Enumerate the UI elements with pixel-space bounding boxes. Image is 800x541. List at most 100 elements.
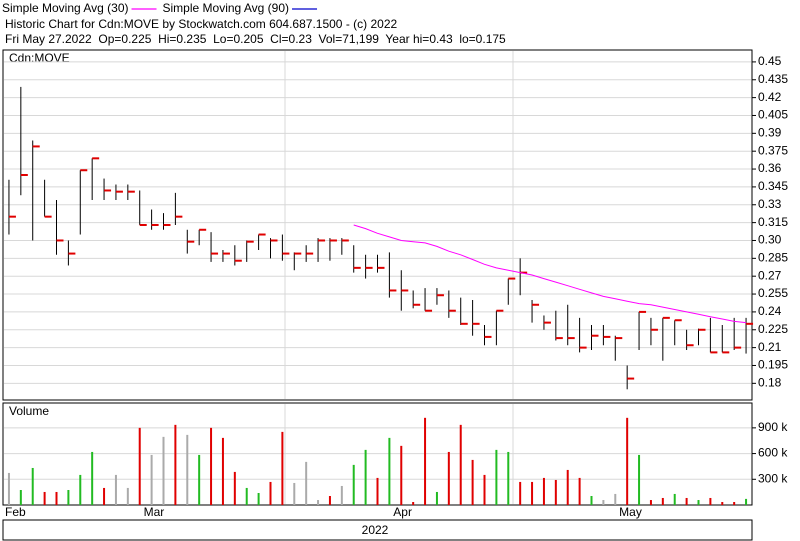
volume-bar <box>340 485 343 505</box>
volume-bar <box>697 500 700 505</box>
volume-bar <box>245 487 248 505</box>
volume-bar <box>43 491 46 505</box>
volume-bar <box>19 490 22 505</box>
y-tick-label: 0.45 <box>758 54 782 68</box>
y-tick-label: 0.435 <box>758 72 788 86</box>
y-tick-label: 0.345 <box>758 179 788 193</box>
x-tick-label: Mar <box>144 505 165 519</box>
y-tick-label: 0.255 <box>758 286 788 300</box>
volume-bar <box>364 449 367 505</box>
volume-bar <box>67 490 70 505</box>
volume-bar <box>626 417 629 505</box>
volume-bar <box>91 451 94 505</box>
y-tick-label: 0.315 <box>758 215 788 229</box>
volume-bar <box>435 491 438 505</box>
volume-bar <box>281 431 284 505</box>
volume-bar <box>376 477 379 505</box>
volume-bar <box>400 445 403 505</box>
volume-bar <box>566 469 569 505</box>
y-tick-label: 0.405 <box>758 108 788 122</box>
y-tick-label: 0.42 <box>758 90 782 104</box>
volume-bar <box>721 502 724 505</box>
x-tick-label: May <box>619 505 642 519</box>
volume-bar <box>233 471 236 505</box>
volume-bar <box>317 500 320 505</box>
y-tick-label: 300 k <box>758 471 788 485</box>
y-tick-label: 0.36 <box>758 161 782 175</box>
y-tick-label: 0.27 <box>758 268 782 282</box>
year-label: 2022 <box>362 523 389 537</box>
volume-bar <box>459 424 462 505</box>
volume-bar <box>531 481 534 505</box>
y-tick-label: 0.225 <box>758 322 788 336</box>
y-tick-label: 600 k <box>758 446 788 460</box>
legend-label: Simple Moving Avg (90) <box>163 1 290 15</box>
volume-bar <box>507 451 510 505</box>
year-band <box>2 519 753 541</box>
volume-bar <box>114 474 117 505</box>
volume-bar <box>447 451 450 505</box>
moving-average-line <box>353 224 747 324</box>
volume-bar <box>578 477 581 505</box>
volume-bar <box>79 474 82 505</box>
volume-bar <box>328 496 331 505</box>
panel-label: Cdn:MOVE <box>9 51 70 65</box>
volume-bar <box>388 437 391 505</box>
price-panel <box>2 49 753 401</box>
volume-bar <box>150 454 153 505</box>
y-tick-label: 0.39 <box>758 126 782 140</box>
chart-title: Historic Chart for Cdn:MOVE by Stockwatc… <box>5 17 397 31</box>
y-tick-label: 0.24 <box>758 304 782 318</box>
volume-bar <box>186 434 189 505</box>
volume-bar <box>590 496 593 505</box>
volume-bar <box>709 497 712 505</box>
volume-bar <box>649 500 652 505</box>
volume-bar <box>745 498 748 505</box>
volume-bar <box>673 493 676 505</box>
x-tick-label: Feb <box>5 505 26 519</box>
volume-bar <box>7 472 10 505</box>
x-tick-label: Apr <box>393 505 412 519</box>
legend-label: Simple Moving Avg (30) <box>2 1 129 15</box>
y-tick-label: 0.195 <box>758 358 788 372</box>
y-tick-label: 0.21 <box>758 340 782 354</box>
volume-bar <box>31 467 34 505</box>
volume-bar <box>519 481 522 505</box>
volume-bar <box>162 436 165 505</box>
volume-bar <box>174 424 177 505</box>
volume-bar <box>554 479 557 505</box>
y-tick-label: 900 k <box>758 420 788 434</box>
volume-label: Volume <box>9 404 49 418</box>
volume-bar <box>483 474 486 505</box>
volume-bar <box>198 454 201 505</box>
volume-bar <box>305 461 308 505</box>
volume-bar <box>638 454 641 505</box>
y-tick-label: 0.18 <box>758 376 782 390</box>
volume-bar <box>293 482 296 505</box>
volume-bar <box>614 493 617 505</box>
volume-bar <box>685 497 688 505</box>
volume-bar <box>495 449 498 505</box>
volume-bar <box>542 477 545 505</box>
y-tick-label: 0.375 <box>758 143 788 157</box>
volume-bar <box>602 500 605 505</box>
volume-bar <box>257 493 260 505</box>
volume-bar <box>210 427 213 505</box>
volume-bar <box>269 481 272 505</box>
volume-bar <box>424 417 427 505</box>
volume-bar <box>412 502 415 505</box>
legend: Simple Moving Avg (30) Simple Moving Avg … <box>2 1 318 15</box>
volume-bar <box>138 427 141 505</box>
volume-bar <box>661 497 664 505</box>
volume-bar <box>471 459 474 505</box>
volume-bar <box>352 464 355 505</box>
volume-bar <box>221 437 224 505</box>
y-tick-label: 0.33 <box>758 197 782 211</box>
volume-bar <box>126 487 129 505</box>
volume-bar <box>55 491 58 505</box>
chart-subtitle: Fri May 27.2022 Op=0.225 Hi=0.235 Lo=0.2… <box>5 32 506 46</box>
volume-bar <box>733 502 736 505</box>
y-tick-label: 0.30 <box>758 233 782 247</box>
